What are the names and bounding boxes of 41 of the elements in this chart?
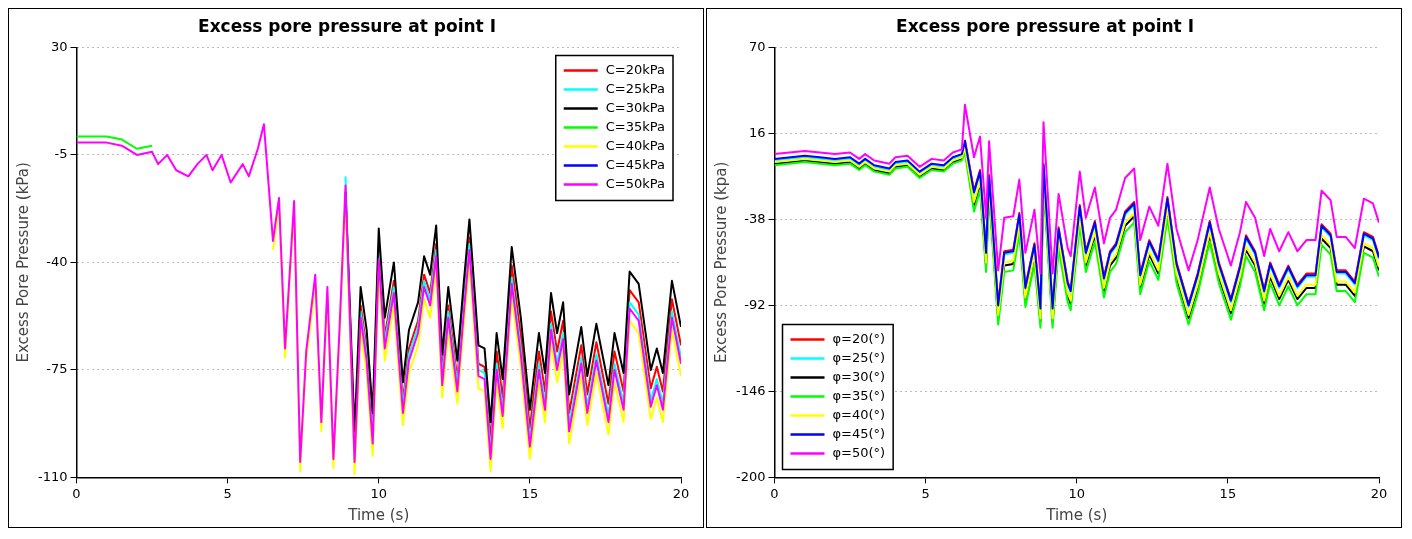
legend-label: C=40kPa: [605, 137, 665, 153]
x-tick-label: 15: [521, 485, 539, 501]
legend-label: φ=25(°): [832, 349, 886, 365]
x-axis-title: Time (s): [347, 505, 410, 524]
legend-label: C=50kPa: [605, 175, 665, 191]
y-tick-label: -75: [46, 361, 68, 377]
legend-label: C=45kPa: [605, 156, 665, 172]
chart-title: Excess pore pressure at point I: [896, 15, 1194, 36]
legend-label: φ=35(°): [832, 387, 886, 403]
y-axis-title: Excess Pore Pressure (kpa): [711, 161, 730, 364]
y-tick-label: -5: [54, 146, 68, 162]
legend-label: φ=45(°): [832, 425, 886, 441]
y-axis-title: Excess Pore Pressure (kPa): [13, 162, 32, 363]
x-tick-label: 10: [370, 485, 388, 501]
chart-title: Excess pore pressure at point I: [198, 15, 496, 36]
y-tick-label: -200: [735, 468, 766, 484]
y-tick-label: -40: [46, 253, 68, 269]
legend-label: C=25kPa: [605, 80, 665, 96]
y-tick-label: -110: [37, 468, 68, 484]
x-tick-label: 0: [770, 485, 779, 501]
x-tick-label: 0: [72, 485, 81, 501]
y-tick-label: 16: [748, 124, 766, 140]
x-tick-label: 5: [223, 485, 232, 501]
legend-label: φ=20(°): [832, 330, 886, 346]
x-tick-label: 20: [672, 485, 690, 501]
legend-label: φ=40(°): [832, 406, 886, 422]
y-tick-label: -146: [735, 382, 766, 398]
x-tick-label: 10: [1068, 485, 1086, 501]
legend-label: C=20kPa: [605, 61, 665, 77]
legend-label: φ=50(°): [832, 444, 886, 460]
y-tick-label: 30: [50, 38, 68, 54]
legend-label: φ=30(°): [832, 368, 886, 384]
y-tick-label: 70: [748, 38, 766, 54]
legend-label: C=35kPa: [605, 118, 665, 134]
y-tick-label: -92: [744, 296, 766, 312]
legend-label: C=30kPa: [605, 99, 665, 115]
y-tick-label: -38: [744, 210, 766, 226]
x-tick-label: 15: [1219, 485, 1237, 501]
x-axis-title: Time (s): [1045, 505, 1108, 524]
x-tick-label: 5: [921, 485, 930, 501]
x-tick-label: 20: [1370, 485, 1388, 501]
